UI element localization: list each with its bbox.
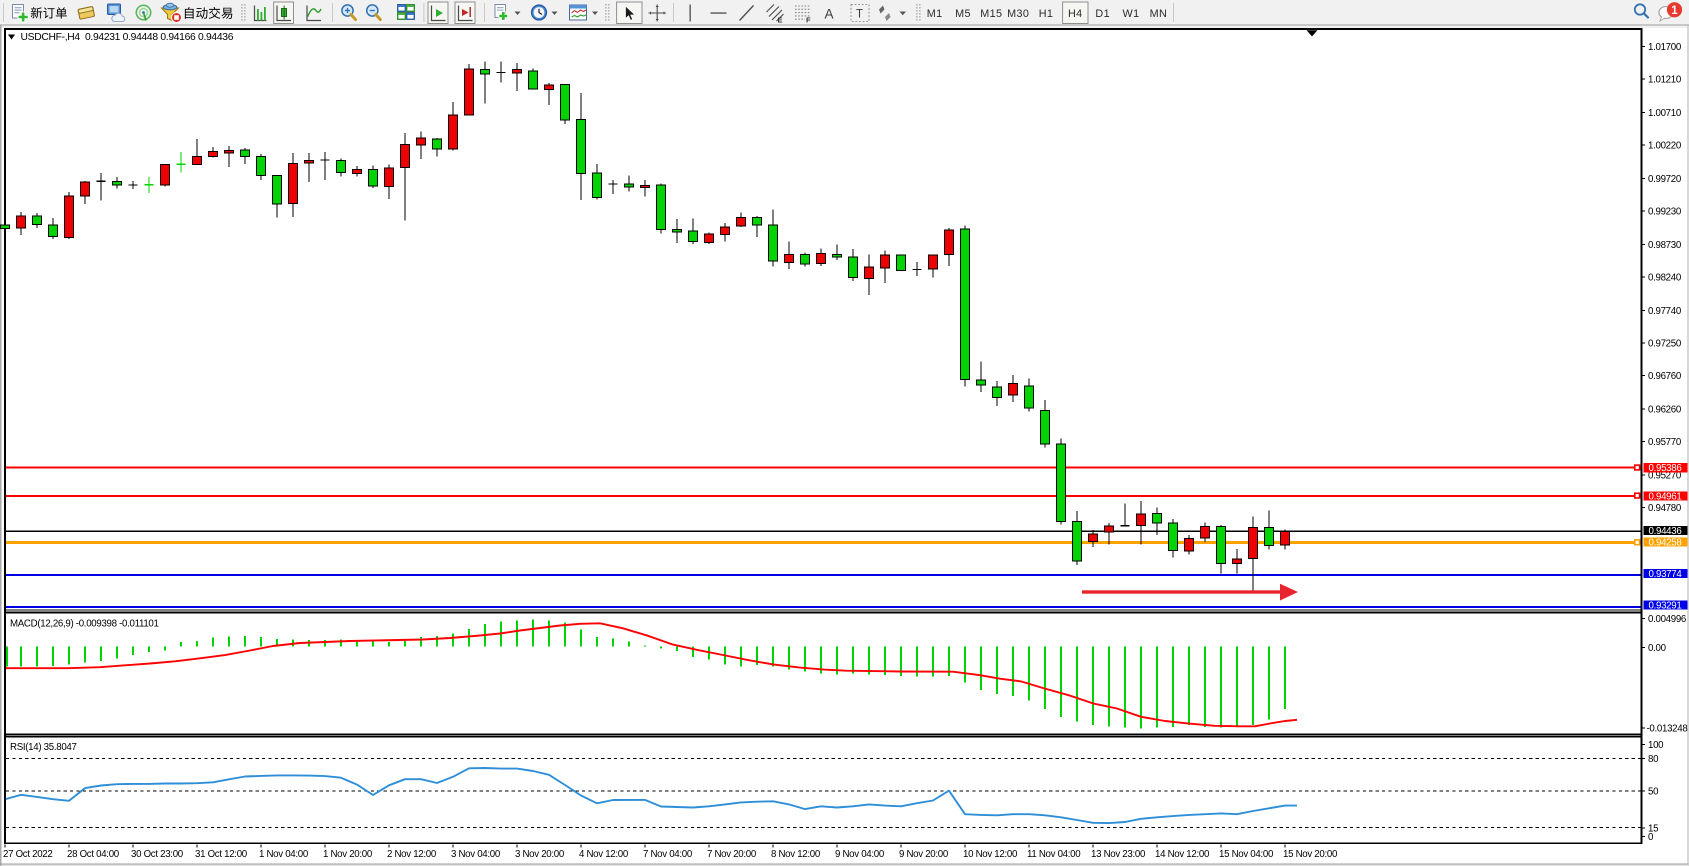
svg-text:0.96260: 0.96260 bbox=[1648, 405, 1682, 416]
svg-text:0.94780: 0.94780 bbox=[1648, 503, 1682, 514]
svg-text:1.01210: 1.01210 bbox=[1648, 75, 1682, 86]
svg-text:H4: H4 bbox=[1068, 8, 1083, 20]
svg-text:0.004996: 0.004996 bbox=[1648, 614, 1686, 625]
svg-text:50: 50 bbox=[1648, 787, 1659, 798]
svg-text:0.99230: 0.99230 bbox=[1648, 207, 1682, 218]
svg-text:8 Nov 12:00: 8 Nov 12:00 bbox=[771, 849, 821, 860]
svg-text:14 Nov 12:00: 14 Nov 12:00 bbox=[1155, 849, 1210, 860]
svg-text:USDCHF-,H4 0.94231 0.94448 0.: USDCHF-,H4 0.94231 0.94448 0.94166 0.944… bbox=[21, 32, 234, 43]
svg-text:0.95270: 0.95270 bbox=[1648, 471, 1682, 482]
svg-text:M1: M1 bbox=[927, 8, 943, 20]
svg-text:0.93291: 0.93291 bbox=[1649, 600, 1682, 611]
svg-text:1 Nov 04:00: 1 Nov 04:00 bbox=[259, 849, 309, 860]
svg-text:0.94961: 0.94961 bbox=[1649, 491, 1682, 502]
svg-text:11 Nov 04:00: 11 Nov 04:00 bbox=[1027, 849, 1081, 860]
svg-text:30 Oct 23:00: 30 Oct 23:00 bbox=[131, 849, 184, 860]
svg-text:0.96760: 0.96760 bbox=[1648, 371, 1682, 382]
svg-text:80: 80 bbox=[1648, 754, 1659, 765]
svg-text:7 Nov 04:00: 7 Nov 04:00 bbox=[643, 849, 693, 860]
svg-text:E: E bbox=[778, 16, 783, 25]
svg-text:100: 100 bbox=[1648, 740, 1664, 751]
svg-text:0.97740: 0.97740 bbox=[1648, 306, 1682, 317]
svg-text:1.00220: 1.00220 bbox=[1648, 141, 1682, 152]
svg-text:0.98730: 0.98730 bbox=[1648, 240, 1682, 251]
svg-text:RSI(14) 35.8047: RSI(14) 35.8047 bbox=[10, 742, 77, 753]
svg-text:M15: M15 bbox=[980, 8, 1002, 20]
svg-text:0: 0 bbox=[1648, 832, 1654, 843]
svg-text:3 Nov 20:00: 3 Nov 20:00 bbox=[515, 849, 565, 860]
svg-text:9 Nov 04:00: 9 Nov 04:00 bbox=[835, 849, 885, 860]
svg-text:-0.013248: -0.013248 bbox=[1647, 724, 1688, 735]
svg-text:0.94258: 0.94258 bbox=[1649, 537, 1682, 548]
svg-text:F: F bbox=[806, 16, 811, 25]
svg-text:H1: H1 bbox=[1039, 8, 1054, 20]
svg-text:15 Nov 20:00: 15 Nov 20:00 bbox=[1283, 849, 1338, 860]
svg-text:1.01700: 1.01700 bbox=[1648, 42, 1682, 53]
svg-text:1: 1 bbox=[1671, 5, 1678, 17]
svg-text:0.00: 0.00 bbox=[1648, 643, 1667, 654]
svg-text:MN: MN bbox=[1150, 8, 1168, 20]
svg-text:0.93774: 0.93774 bbox=[1649, 569, 1683, 580]
svg-text:0.98240: 0.98240 bbox=[1648, 273, 1682, 284]
svg-text:1 Nov 20:00: 1 Nov 20:00 bbox=[323, 849, 373, 860]
svg-text:0.94436: 0.94436 bbox=[1649, 526, 1682, 537]
svg-text:0.97250: 0.97250 bbox=[1648, 339, 1682, 350]
svg-text:0.95770: 0.95770 bbox=[1648, 437, 1682, 448]
svg-text:28 Oct 04:00: 28 Oct 04:00 bbox=[67, 849, 120, 860]
svg-text:M30: M30 bbox=[1007, 8, 1029, 20]
svg-text:M5: M5 bbox=[955, 8, 971, 20]
svg-text:7 Nov 20:00: 7 Nov 20:00 bbox=[707, 849, 757, 860]
svg-text:2 Nov 12:00: 2 Nov 12:00 bbox=[387, 849, 437, 860]
svg-text:13 Nov 23:00: 13 Nov 23:00 bbox=[1091, 849, 1146, 860]
svg-text:15 Nov 04:00: 15 Nov 04:00 bbox=[1219, 849, 1274, 860]
svg-text:A: A bbox=[825, 6, 834, 21]
svg-text:27 Oct 2022: 27 Oct 2022 bbox=[3, 849, 52, 860]
svg-text:9 Nov 20:00: 9 Nov 20:00 bbox=[899, 849, 949, 860]
svg-text:1.00710: 1.00710 bbox=[1648, 108, 1682, 119]
svg-text:T: T bbox=[856, 9, 863, 21]
svg-text:10 Nov 12:00: 10 Nov 12:00 bbox=[963, 849, 1018, 860]
svg-text:W1: W1 bbox=[1123, 8, 1140, 20]
svg-text:31 Oct 12:00: 31 Oct 12:00 bbox=[195, 849, 248, 860]
svg-text:D1: D1 bbox=[1095, 8, 1110, 20]
svg-text:0.99720: 0.99720 bbox=[1648, 174, 1682, 185]
svg-text:MACD(12,26,9) -0.009398 -0.011: MACD(12,26,9) -0.009398 -0.011101 bbox=[10, 618, 159, 629]
svg-text:15: 15 bbox=[1648, 824, 1658, 835]
svg-text:4 Nov 12:00: 4 Nov 12:00 bbox=[579, 849, 629, 860]
svg-text:0.95386: 0.95386 bbox=[1649, 463, 1682, 474]
svg-text:3 Nov 04:00: 3 Nov 04:00 bbox=[451, 849, 501, 860]
